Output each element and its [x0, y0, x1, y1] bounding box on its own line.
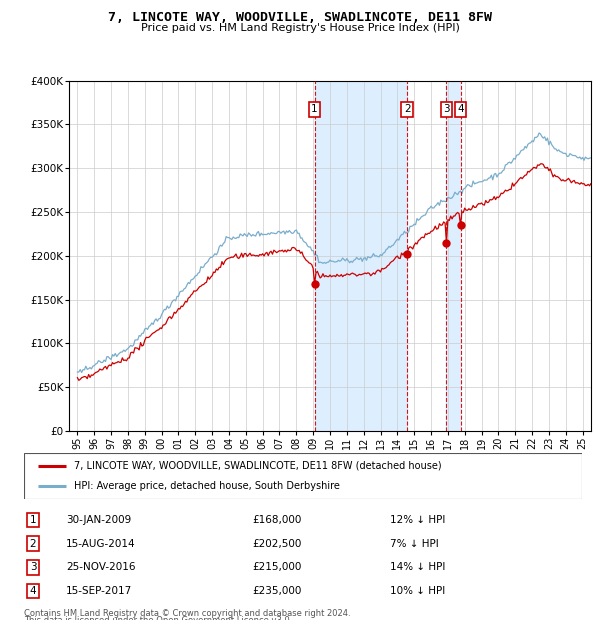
- Text: 7, LINCOTE WAY, WOODVILLE, SWADLINCOTE, DE11 8FW (detached house): 7, LINCOTE WAY, WOODVILLE, SWADLINCOTE, …: [74, 461, 442, 471]
- Text: £202,500: £202,500: [252, 539, 301, 549]
- Text: Price paid vs. HM Land Registry's House Price Index (HPI): Price paid vs. HM Land Registry's House …: [140, 23, 460, 33]
- Text: 4: 4: [457, 105, 464, 115]
- Text: Contains HM Land Registry data © Crown copyright and database right 2024.: Contains HM Land Registry data © Crown c…: [24, 609, 350, 618]
- Text: 2: 2: [29, 539, 37, 549]
- Text: 1: 1: [311, 105, 318, 115]
- Text: 14% ↓ HPI: 14% ↓ HPI: [390, 562, 445, 572]
- Text: 4: 4: [29, 586, 37, 596]
- Text: 12% ↓ HPI: 12% ↓ HPI: [390, 515, 445, 525]
- Text: £168,000: £168,000: [252, 515, 301, 525]
- Text: HPI: Average price, detached house, South Derbyshire: HPI: Average price, detached house, Sout…: [74, 481, 340, 491]
- Text: 10% ↓ HPI: 10% ↓ HPI: [390, 586, 445, 596]
- Text: 15-SEP-2017: 15-SEP-2017: [66, 586, 132, 596]
- Text: 30-JAN-2009: 30-JAN-2009: [66, 515, 131, 525]
- Text: 3: 3: [443, 105, 450, 115]
- Text: £215,000: £215,000: [252, 562, 301, 572]
- Text: 3: 3: [29, 562, 37, 572]
- Bar: [314, 81, 407, 431]
- Text: This data is licensed under the Open Government Licence v3.0.: This data is licensed under the Open Gov…: [24, 616, 292, 620]
- Text: 7, LINCOTE WAY, WOODVILLE, SWADLINCOTE, DE11 8FW: 7, LINCOTE WAY, WOODVILLE, SWADLINCOTE, …: [108, 11, 492, 24]
- Text: 2: 2: [404, 105, 410, 115]
- Text: 25-NOV-2016: 25-NOV-2016: [66, 562, 136, 572]
- Text: 1: 1: [29, 515, 37, 525]
- Text: 7% ↓ HPI: 7% ↓ HPI: [390, 539, 439, 549]
- Text: 15-AUG-2014: 15-AUG-2014: [66, 539, 136, 549]
- Bar: [446, 81, 460, 431]
- Text: £235,000: £235,000: [252, 586, 301, 596]
